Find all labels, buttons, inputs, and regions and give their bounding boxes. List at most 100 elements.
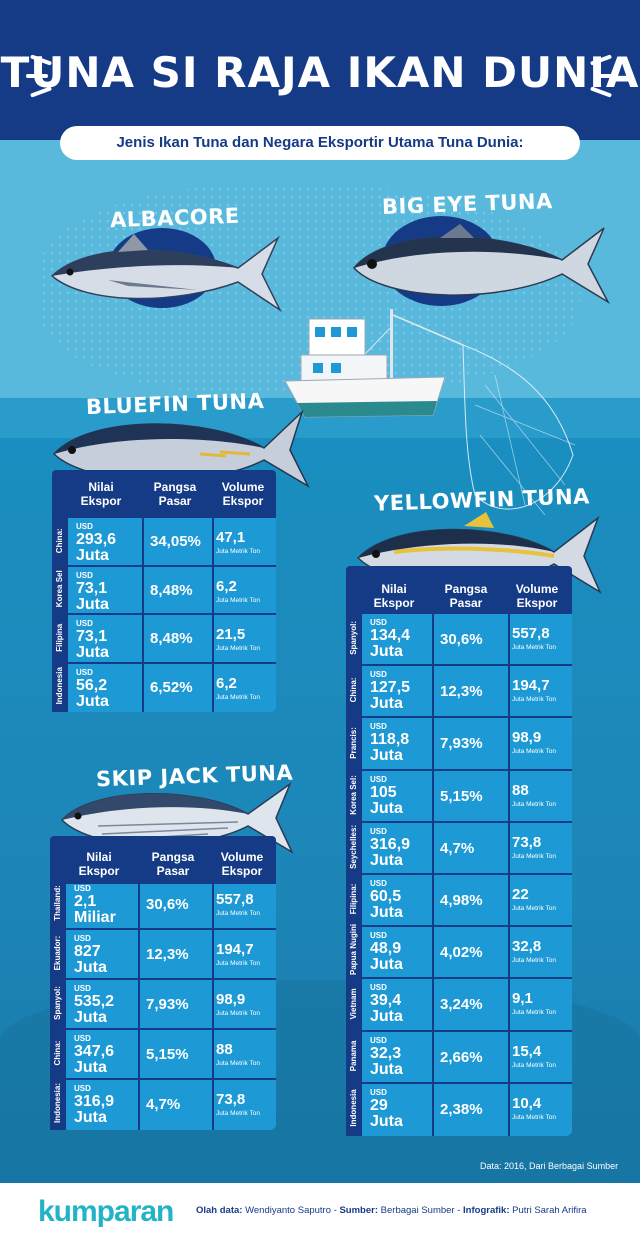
- yellowfin-header-row: Nilai Ekspor Pangsa Pasar Volume Ekspor: [346, 566, 572, 614]
- country-strip: [50, 880, 66, 1130]
- usd-prefix: USD: [74, 884, 91, 893]
- source-note: Data: 2016, Dari Berbagai Sumber: [480, 1161, 619, 1171]
- volume-ekspor-header: Volume Ekspor: [221, 480, 265, 508]
- table-row: Indonesia: USD 316,9 Juta 4,7% 73,8 Juta Metr…: [53, 1080, 276, 1130]
- volume-unit: Juta Metrik Ton: [512, 957, 556, 965]
- volume-unit: Juta Metrik Ton: [512, 1061, 556, 1069]
- subtitle: Jenis Ikan Tuna dan Negara Eksportir Uta…: [60, 126, 580, 160]
- table-row: Korea Sel USD 73,1 Juta 8,48% 6,2 Juta Metrik…: [55, 566, 276, 615]
- column-divider: [432, 718, 434, 769]
- column-divider: [432, 770, 434, 821]
- usd-prefix: USD: [370, 618, 387, 627]
- country-label: Indonesia: [349, 1089, 358, 1127]
- market-share: 7,93%: [146, 996, 189, 1013]
- column-divider: [212, 930, 214, 978]
- title-dash: [594, 74, 616, 78]
- usd-prefix: USD: [370, 879, 387, 888]
- export-volume: 6,2: [216, 577, 237, 595]
- column-divider: [508, 875, 510, 926]
- volume-unit: Juta Metrik Ton: [512, 852, 556, 860]
- country-strip: [346, 614, 362, 1136]
- column-divider: [432, 979, 434, 1030]
- volume-ekspor-header: Volume Ekspor: [515, 582, 559, 610]
- pangsa-pasar-header: Pangsa Pasar: [151, 850, 195, 878]
- country-label: Korea Sel:: [349, 774, 358, 815]
- volume-unit: Juta Metrik Ton: [512, 1009, 556, 1017]
- column-divider: [142, 518, 144, 565]
- footer: kumparan Olah data: Wendiyanto Saputro -…: [0, 1183, 640, 1241]
- export-value: 29 Juta: [370, 1096, 403, 1130]
- volume-unit: Juta Metrik Ton: [216, 548, 260, 555]
- column-divider: [142, 615, 144, 662]
- export-volume: 88: [216, 1041, 233, 1058]
- table-row: Indonesia USD 29 Juta 2,38% 10,4 Juta Metrik …: [349, 1083, 572, 1136]
- export-volume: 73,8: [512, 833, 542, 851]
- market-share: 3,24%: [440, 996, 483, 1014]
- export-value: 347,6 Juta: [74, 1043, 115, 1076]
- country-label: Indonesia: [55, 667, 64, 705]
- bigeye-fish-icon: [353, 224, 610, 305]
- export-value: 60,5 Juta: [370, 888, 403, 921]
- market-share: 34,05%: [150, 533, 201, 550]
- olah-value: Wendiyanto Saputro: [245, 1205, 332, 1216]
- column-divider: [508, 770, 510, 821]
- olah-label: Olah data:: [196, 1205, 243, 1216]
- export-value: 134,4 Juta: [370, 627, 411, 660]
- column-divider: [138, 930, 140, 978]
- table-row: Papua Nugini USD 48,9 Juta 4,02% 32,8 Juta Me…: [349, 924, 572, 980]
- table-row: China: USD 347,6 Juta 5,15% 88 Juta Metrik To…: [53, 1030, 276, 1080]
- page-title: TUNA SI RAJA IKAN DUNIA: [0, 48, 640, 97]
- export-volume: 194,7: [512, 677, 550, 695]
- market-share: 5,15%: [146, 1046, 189, 1063]
- market-share: 30,6%: [146, 896, 189, 913]
- volume-unit: Juta Metrik Ton: [216, 1110, 260, 1117]
- column-divider: [212, 1080, 214, 1130]
- export-volume: 88: [512, 781, 529, 799]
- export-value: 118,8 Juta: [370, 731, 410, 765]
- table-row: Ekuador: USD 827 Juta 12,3% 194,7 Juta Metrik…: [53, 930, 276, 980]
- market-share: 2,66%: [440, 1048, 483, 1066]
- market-share: 6,52%: [150, 678, 193, 696]
- nilai-ekspor-header: Nilai Ekspor: [80, 480, 122, 508]
- usd-prefix: USD: [370, 722, 387, 732]
- volume-unit: Juta Metrik Ton: [512, 1113, 556, 1121]
- export-value: 32,3 Juta: [370, 1044, 403, 1078]
- export-volume: 32,8: [512, 938, 542, 956]
- pangsa-pasar-header: Pangsa Pasar: [444, 582, 488, 610]
- market-share: 4,02%: [440, 944, 483, 962]
- export-value: 105 Juta: [370, 783, 403, 817]
- export-value: 316,9 Juta: [370, 835, 411, 869]
- nilai-ekspor-header: Nilai Ekspor: [373, 582, 415, 610]
- volume-unit: Juta Metrik Ton: [216, 910, 260, 917]
- market-share: 5,15%: [440, 787, 483, 805]
- column-divider: [432, 1083, 434, 1136]
- column-divider: [508, 979, 510, 1030]
- credit-separator: -: [457, 1205, 464, 1216]
- country-label: Filipina:: [349, 883, 358, 915]
- table-row: Spanyol: USD 134,4 Juta 30,6% 557,8 Juta Metr…: [349, 614, 572, 667]
- country-label: China:: [349, 677, 358, 703]
- export-volume: 47,1: [216, 529, 246, 546]
- table-row: Spanyol: USD 535,2 Juta 7,93% 98,9 Juta Metri…: [53, 980, 276, 1030]
- market-share: 7,93%: [440, 735, 483, 753]
- volume-unit: Juta Metrik Ton: [216, 645, 260, 652]
- market-share: 8,48%: [150, 630, 193, 647]
- export-volume: 98,9: [216, 991, 246, 1008]
- table-row: China: USD 127,5 Juta 12,3% 194,7 Juta Metrik…: [349, 666, 572, 719]
- credits: Olah data: Wendiyanto Saputro - Sumber: …: [196, 1205, 587, 1216]
- column-divider: [212, 566, 214, 613]
- export-value: 2,1 Miliar: [74, 893, 116, 926]
- country-label: Spanyol:: [53, 986, 62, 1020]
- usd-prefix: USD: [74, 934, 91, 943]
- export-value: 73,1 Juta: [76, 579, 109, 613]
- market-share: 4,7%: [440, 839, 475, 857]
- volume-unit: Juta Metrik Ton: [512, 696, 556, 704]
- column-divider: [212, 980, 214, 1028]
- column-divider: [432, 875, 434, 926]
- export-value: 316,9 Juta: [74, 1093, 115, 1126]
- table-row: Filipina: USD 60,5 Juta 4,98% 22 Juta Metrik …: [349, 875, 572, 928]
- table-row: Filipina USD 73,1 Juta 8,48% 21,5 Juta Metrik…: [55, 615, 276, 664]
- fishing-boat-icon: [284, 309, 576, 516]
- country-strip: [52, 518, 68, 712]
- column-divider: [138, 1080, 140, 1130]
